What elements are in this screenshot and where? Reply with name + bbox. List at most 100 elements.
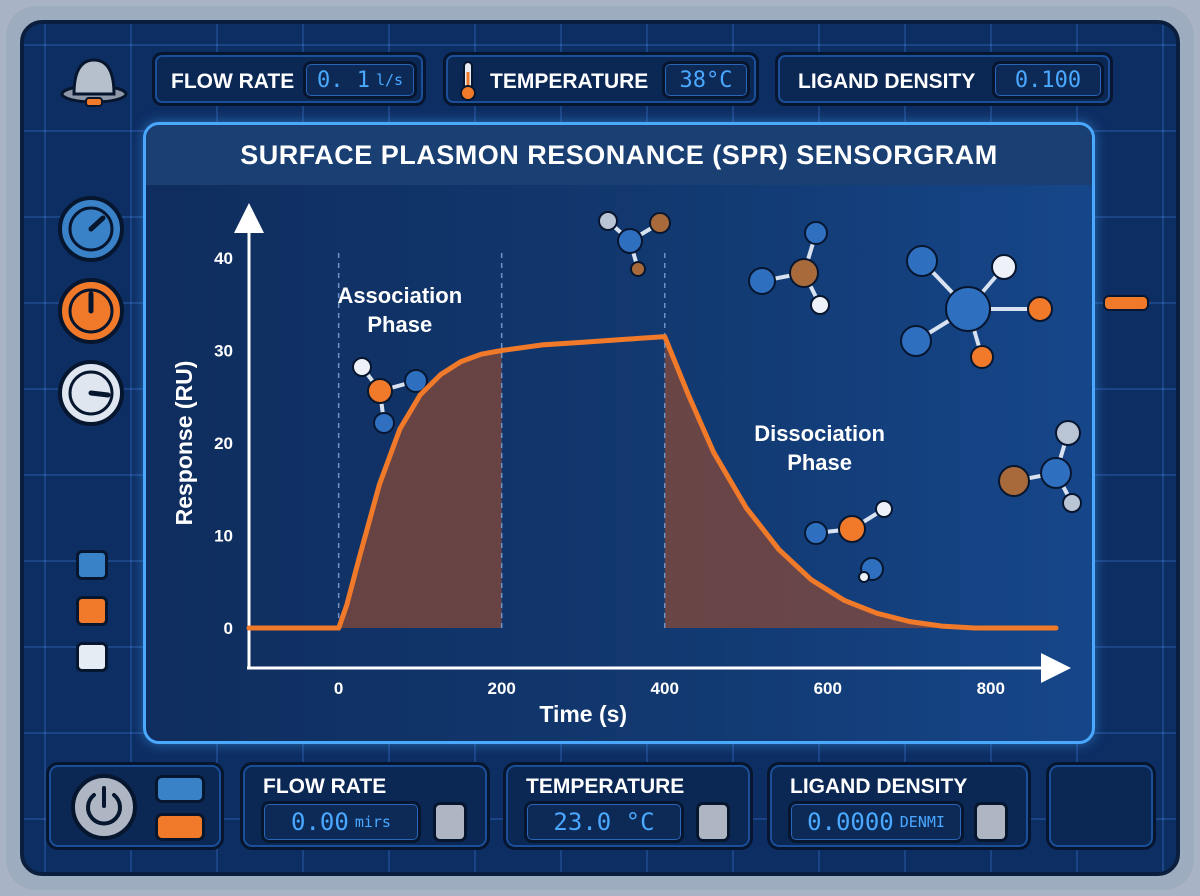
power-control-box [46, 762, 224, 850]
sensorgram-chart: 0 200 400 600 800 0 10 20 30 40 Time (s) Response … [171, 203, 1082, 727]
sensorgram-panel: SURFACE PLASMON RESONANCE (SPR) SENSORGR… [143, 122, 1095, 744]
molecule-atom [945, 286, 991, 332]
top-flow-rate-display: 0. 1 l/s [303, 61, 417, 99]
molecule-atom [970, 345, 994, 369]
molecule-icon [804, 500, 893, 545]
molecule-atom [789, 258, 819, 288]
top-flow-rate-value: 0. 1 [316, 67, 370, 93]
bottom-flow-rate-unit: mirs [354, 813, 391, 831]
molecule-atom [373, 412, 395, 434]
top-flow-rate-unit: l/s [375, 71, 404, 89]
phase-annotation-line2: Phase [367, 312, 432, 337]
bottom-flow-rate-label: FLOW RATE [263, 775, 387, 798]
molecule-atom [810, 295, 830, 315]
bottom-flow-rate-button[interactable] [433, 802, 467, 842]
molecule-atom [838, 515, 866, 543]
top-ligand-density-box: LIGAND DENSITY 0.100 [775, 52, 1113, 106]
top-ligand-density-label: LIGAND DENSITY [798, 70, 976, 93]
bottom-spare-box [1046, 762, 1156, 850]
x-tick-label: 400 [651, 679, 679, 698]
x-tick-label: 600 [814, 679, 842, 698]
y-tick-label: 40 [214, 249, 233, 268]
bottom-temperature-display: 23.0 °C [524, 801, 684, 843]
molecule-atom [748, 267, 776, 295]
molecule-atom [1055, 420, 1081, 446]
top-temperature-label: TEMPERATURE [490, 70, 649, 93]
top-ligand-density-display: 0.100 [992, 61, 1104, 99]
bottom-temperature-label: TEMPERATURE [526, 775, 685, 798]
orange-dial-knob[interactable] [58, 278, 124, 344]
molecule-atom [1040, 457, 1072, 489]
alarm-bell-icon[interactable] [58, 54, 130, 110]
top-temperature-value: 38°C [679, 67, 733, 93]
orange-indicator-button[interactable] [76, 596, 108, 626]
orange-mode-button[interactable] [155, 813, 205, 841]
dissociation-fill [664, 336, 991, 628]
bottom-ligand-density-box: LIGAND DENSITY 0.0000 DENMI [767, 762, 1031, 850]
y-tick-label: 10 [214, 527, 233, 546]
molecule-icon [352, 357, 428, 434]
white-dial-knob[interactable] [58, 360, 124, 426]
top-flow-rate-label: FLOW RATE [171, 70, 295, 93]
molecule-icon [598, 211, 671, 277]
x-tick-label: 0 [334, 679, 343, 698]
sensorgram-line [246, 334, 1059, 631]
association-fill [338, 350, 502, 628]
molecule-atom [991, 254, 1017, 280]
y-tick-label: 0 [224, 619, 233, 638]
chart-title: SURFACE PLASMON RESONANCE (SPR) SENSORGR… [146, 125, 1092, 185]
bottom-ligand-density-unit: DENMI [899, 813, 945, 831]
molecule-atom [367, 378, 393, 404]
molecule-icon [748, 221, 830, 315]
bottom-ligand-density-label: LIGAND DENSITY [790, 775, 968, 798]
molecule-atom [598, 211, 618, 231]
power-icon [86, 786, 122, 826]
molecule-icon [900, 245, 1053, 369]
bottom-flow-rate-box: FLOW RATE 0.00 mirs [240, 762, 490, 850]
molecule-icon [858, 557, 884, 583]
x-tick-label: 200 [488, 679, 516, 698]
bottom-temperature-button[interactable] [696, 802, 730, 842]
top-temperature-box: TEMPERATURE 38°C [443, 52, 759, 106]
molecule-atom [998, 465, 1030, 497]
white-indicator-button[interactable] [76, 642, 108, 672]
molecule-atom [858, 571, 870, 583]
phase-annotation-line1: Dissociation [754, 421, 885, 446]
molecule-atom [875, 500, 893, 518]
bottom-ligand-density-display: 0.0000 DENMI [788, 801, 964, 843]
top-flow-rate-box: FLOW RATE 0. 1 l/s [152, 52, 426, 106]
molecule-atom [617, 228, 643, 254]
molecule-decorations [352, 211, 1082, 583]
phase-annotation-line2: Phase [787, 450, 852, 475]
thermometer-icon [458, 60, 478, 107]
molecule-icon [998, 420, 1082, 513]
blue-indicator-button[interactable] [76, 550, 108, 580]
phase-annotation-line1: Association [337, 283, 462, 308]
y-tick-label: 20 [214, 434, 233, 453]
y-axis-label: Response (RU) [171, 361, 197, 526]
bottom-flow-rate-display: 0.00 mirs [261, 801, 421, 843]
bottom-temperature-value: 23.0 °C [553, 808, 655, 836]
bottom-ligand-density-value: 0.0000 [807, 808, 894, 836]
orange-side-indicator [1103, 295, 1149, 311]
molecule-atom [804, 221, 828, 245]
x-axis-label: Time (s) [539, 701, 627, 727]
molecule-atom [804, 521, 828, 545]
bottom-flow-rate-value: 0.00 [291, 808, 349, 836]
molecule-atom [630, 261, 646, 277]
bottom-ligand-density-button[interactable] [974, 802, 1008, 842]
molecule-atom [906, 245, 938, 277]
molecule-atom [404, 369, 428, 393]
molecule-atom [1062, 493, 1082, 513]
molecule-atom [352, 357, 372, 377]
power-button[interactable] [71, 774, 137, 840]
top-ligand-density-value: 0.100 [1014, 67, 1082, 93]
bottom-temperature-box: TEMPERATURE 23.0 °C [503, 762, 753, 850]
molecule-atom [1027, 296, 1053, 322]
x-tick-label: 800 [977, 679, 1005, 698]
molecule-atom [900, 325, 932, 357]
y-tick-label: 30 [214, 342, 233, 361]
blue-mode-button[interactable] [155, 775, 205, 803]
blue-dial-knob[interactable] [58, 196, 124, 262]
top-temperature-display: 38°C [662, 61, 750, 99]
